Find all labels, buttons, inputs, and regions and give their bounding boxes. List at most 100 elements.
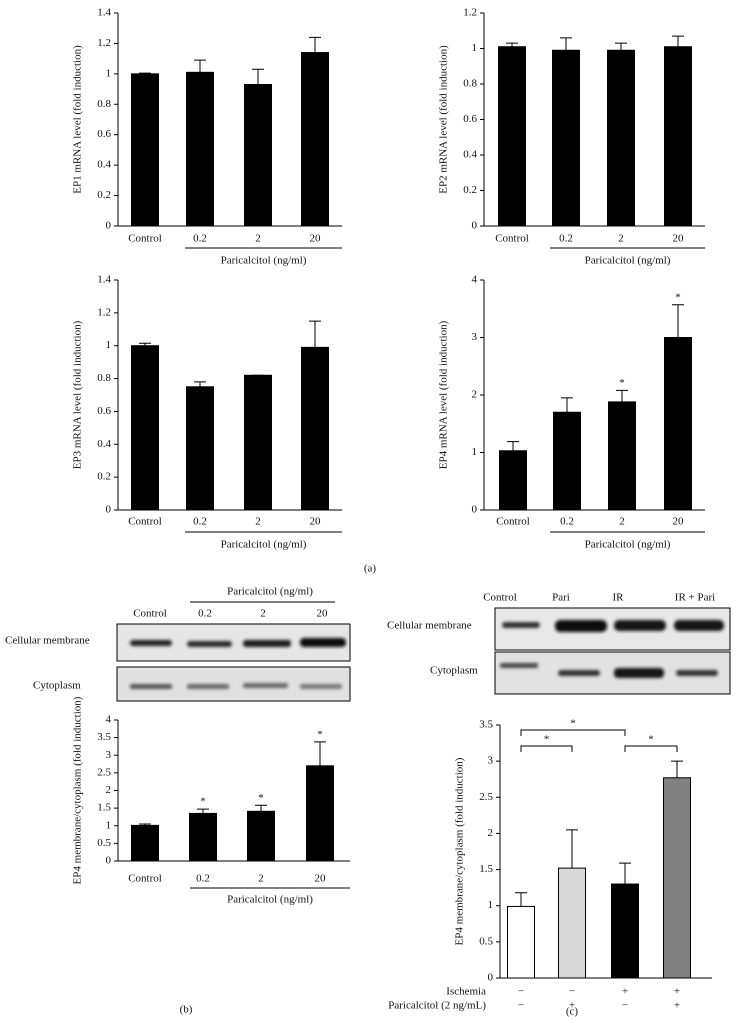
error-bar [616, 389, 628, 402]
bar [186, 71, 214, 227]
row-value: − [518, 986, 524, 998]
x-tick-label: 2 [255, 516, 261, 528]
y-tick-label: 0 [488, 972, 494, 984]
blot-bands [130, 638, 346, 689]
bar [558, 867, 586, 979]
y-tick-label: 3 [488, 755, 494, 767]
y-tick-label: 0.2 [97, 471, 111, 483]
y-axis-label: EP4 mRNA level (fold induction) [438, 320, 450, 469]
bar [244, 374, 272, 511]
panel-label: (b) [180, 1004, 193, 1016]
row-value: + [569, 1000, 575, 1012]
y-tick-label: 0.6 [97, 128, 111, 140]
y-tick-label: 0.8 [97, 98, 111, 110]
y-axis-label: EP2 mRNA level (fold induction) [438, 45, 450, 194]
row-label: Cellular membrane [387, 620, 472, 632]
error-bar [615, 42, 627, 51]
error-bar [566, 829, 578, 869]
y-tick-label: 0.6 [463, 113, 477, 125]
y-tick-label: 0 [106, 504, 112, 516]
bar [131, 824, 159, 862]
row-value: − [569, 986, 575, 998]
y-tick-label: 3.5 [479, 719, 493, 731]
error-bar [194, 59, 206, 73]
bar [664, 337, 692, 511]
bar [663, 777, 691, 979]
y-tick-label: 0.4 [97, 438, 111, 450]
x-tick-label: 20 [310, 233, 322, 245]
y-tick-label: 2.5 [479, 791, 493, 803]
y-tick-label: 1 [106, 339, 112, 351]
lane-label: Pari [552, 592, 570, 604]
y-axis-label: EP4 membrane/cytoplasm (fold induction) [72, 696, 84, 884]
x-tick-label: 0.2 [193, 516, 207, 528]
lane-label: Control [133, 608, 167, 620]
error-bar [515, 892, 527, 907]
error-bar [560, 37, 572, 51]
row-value: − [518, 1000, 524, 1012]
y-axis-label: EP1 mRNA level (fold induction) [72, 45, 84, 194]
bar [499, 450, 527, 511]
x-tick-label: Control [128, 873, 162, 885]
error-bar [309, 36, 321, 53]
error-bar [314, 741, 326, 766]
bar [498, 46, 526, 227]
error-bar [252, 68, 264, 85]
x-tick-label: 20 [673, 233, 685, 245]
significance-label: * [258, 792, 264, 804]
y-tick-label: 0.8 [463, 78, 477, 90]
y-tick-label: 0.4 [463, 149, 477, 161]
significance-label: * [200, 796, 206, 808]
y-tick-label: 1.4 [97, 274, 111, 286]
x-tick-label: Control [496, 516, 530, 528]
lane-label: Control [483, 592, 517, 604]
x-tick-label: Control [495, 233, 529, 245]
x-tick-label: 20 [310, 516, 322, 528]
x-tick-label: 2 [255, 233, 261, 245]
error-bar [671, 760, 683, 778]
y-tick-label: 3.5 [97, 731, 111, 743]
y-tick-label: 0 [472, 504, 478, 516]
bracket-label: * [570, 718, 576, 730]
blot-header: Paricalcitol (ng/ml) [227, 586, 313, 598]
y-tick-label: 0 [472, 220, 478, 232]
group-label: Paricalcitol (ng/ml) [227, 894, 313, 906]
y-tick-label: 0.5 [97, 837, 111, 849]
x-tick-label: Control [128, 233, 162, 245]
y-tick-label: 1 [106, 67, 112, 79]
y-tick-label: 0.2 [97, 189, 111, 201]
y-tick-label: 3 [472, 331, 478, 343]
lane-label: 20 [317, 608, 329, 620]
error-bar [672, 304, 684, 338]
y-tick-label: 1 [472, 446, 478, 458]
y-tick-label: 0 [106, 855, 112, 867]
bar [553, 411, 581, 511]
x-tick-label: 0.2 [560, 516, 574, 528]
y-tick-label: 4 [472, 274, 478, 286]
bar [507, 905, 535, 979]
x-tick-label: 0.2 [559, 233, 573, 245]
x-tick-label: 20 [315, 873, 327, 885]
panel-label: (c) [566, 1006, 579, 1018]
y-tick-label: 1.2 [97, 306, 111, 318]
row-label: Cytoplasm [33, 680, 81, 692]
lane-label: 2 [260, 608, 266, 620]
bar [301, 52, 329, 227]
x-tick-label: 0.2 [196, 873, 210, 885]
error-bar [561, 397, 573, 413]
bar [301, 346, 329, 511]
x-tick-label: 20 [673, 516, 685, 528]
row-label: Ischemia [446, 986, 486, 998]
y-tick-label: 1 [472, 42, 478, 54]
bar [552, 49, 580, 227]
error-bar [507, 441, 519, 451]
y-tick-label: 1.2 [463, 7, 477, 19]
y-tick-label: 4 [106, 714, 112, 726]
y-tick-label: 1.5 [479, 863, 493, 875]
y-tick-label: 1 [106, 819, 112, 831]
row-value: − [622, 1000, 628, 1012]
bar [247, 810, 275, 862]
bar [186, 386, 214, 511]
x-tick-label: 2 [618, 233, 624, 245]
